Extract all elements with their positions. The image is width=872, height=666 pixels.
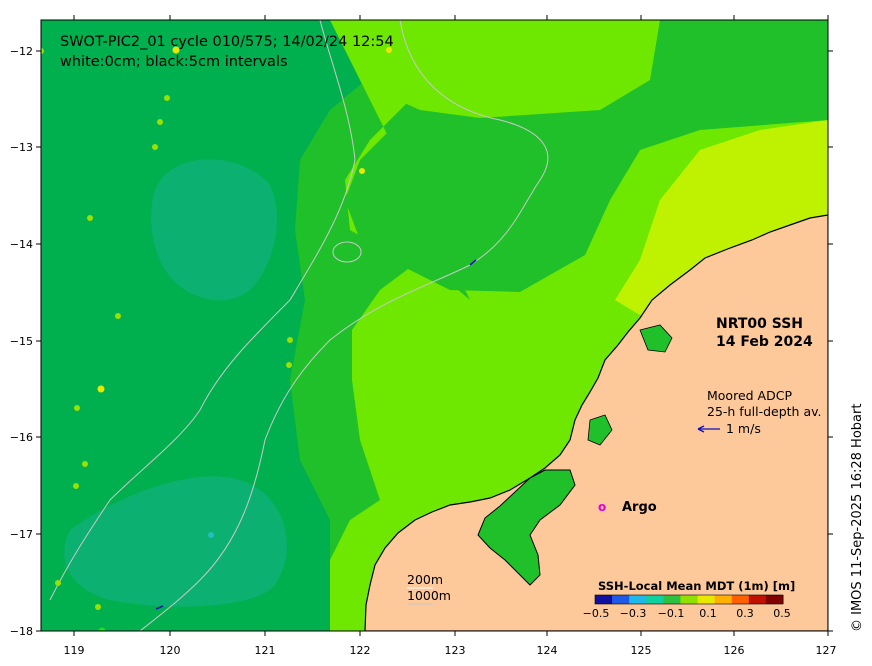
x-tick-label: 127 (816, 644, 837, 657)
product-date: 14 Feb 2024 (716, 334, 813, 350)
adcp-arrowhead-icon (697, 425, 705, 433)
adcp-arrow-1 (469, 259, 477, 266)
colorbar-tick-label: 0.1 (699, 607, 717, 620)
argo-label: Argo (622, 500, 657, 515)
bathy-legend-1000: 1000m (407, 588, 451, 603)
colorbar-ticks: −0.5 −0.3 −0.1 0.1 0.3 0.5 (583, 607, 791, 620)
coastal-bay (587, 414, 613, 446)
y-tick-labels: −12 −13 −14 −15 −16 −17 −18 (10, 45, 33, 638)
header-line-2: white:0cm; black:5cm intervals (60, 54, 288, 70)
coastal-islands (639, 324, 673, 353)
y-tick-label: −14 (10, 238, 33, 251)
adcp-scale-label: 1 m/s (726, 421, 761, 436)
colorbar-tick-label: −0.3 (620, 607, 647, 620)
y-tick-label: −13 (10, 141, 33, 154)
colorbar-swatch (731, 595, 750, 604)
colorbar-tick-label: 0.5 (773, 607, 791, 620)
adcp-legend-subtitle: 25-h full-depth av. (707, 404, 822, 419)
colorbar-swatch (748, 595, 767, 604)
axis-tick-marks (36, 15, 833, 636)
y-tick-label: −12 (10, 45, 33, 58)
colorbar-swatch (765, 595, 784, 604)
colorbar-swatch (714, 595, 733, 604)
x-tick-label: 121 (255, 644, 276, 657)
ssh-field-north-light (330, 20, 660, 118)
colorbar-tick-label: −0.1 (658, 607, 685, 620)
argo-marker-icon: o (598, 500, 606, 514)
eddy-north (151, 159, 278, 301)
map-plot-area (41, 20, 828, 631)
plot-frame (40, 19, 829, 632)
bathy-contour-200 (139, 20, 549, 631)
bathy-legend-200: 200m (407, 572, 443, 587)
x-tick-labels: 119 120 121 122 123 124 125 126 127 (64, 644, 837, 657)
reef-contour (332, 241, 362, 263)
colorbar-frame (594, 594, 784, 605)
colorbar-swatch (629, 595, 647, 604)
y-tick-label: −18 (10, 625, 33, 638)
y-tick-label: −17 (10, 528, 33, 541)
x-tick-label: 122 (350, 644, 371, 657)
adcp-arrow-2 (155, 605, 164, 610)
eddy-south (64, 476, 287, 607)
colorbar-tick-label: −0.5 (583, 607, 610, 620)
swot-track-dots (41, 46, 392, 631)
y-tick-label: −16 (10, 431, 33, 444)
header-line-1: SWOT-PIC2_01 cycle 010/575; 14/02/24 12:… (60, 34, 394, 50)
x-tick-label: 126 (724, 644, 745, 657)
x-tick-label: 119 (64, 644, 85, 657)
colorbar-swatch (697, 595, 716, 604)
y-tick-label: −15 (10, 335, 33, 348)
colorbar-swatch (680, 595, 699, 604)
colorbar-title: SSH-Local Mean MDT (1m) [m] (598, 579, 795, 593)
adcp-legend-title: Moored ADCP (707, 388, 792, 403)
x-tick-label: 125 (631, 644, 652, 657)
x-tick-label: 120 (160, 644, 181, 657)
colorbar-swatch (612, 595, 630, 604)
ssh-field-west (41, 20, 470, 631)
colorbar-tick-label: 0.3 (736, 607, 754, 620)
colorbar-swatch (663, 595, 681, 604)
colorbar-swatch (595, 595, 613, 604)
credit-text: © IMOS 11-Sep-2025 16:28 Hobart (850, 404, 865, 632)
product-title: NRT00 SSH (716, 316, 803, 332)
x-tick-label: 123 (445, 644, 466, 657)
colorbar (595, 595, 784, 604)
x-tick-label: 124 (537, 644, 558, 657)
bathy-contour-1000 (49, 20, 356, 601)
colorbar-swatch (646, 595, 664, 604)
gulf-water (477, 469, 576, 586)
